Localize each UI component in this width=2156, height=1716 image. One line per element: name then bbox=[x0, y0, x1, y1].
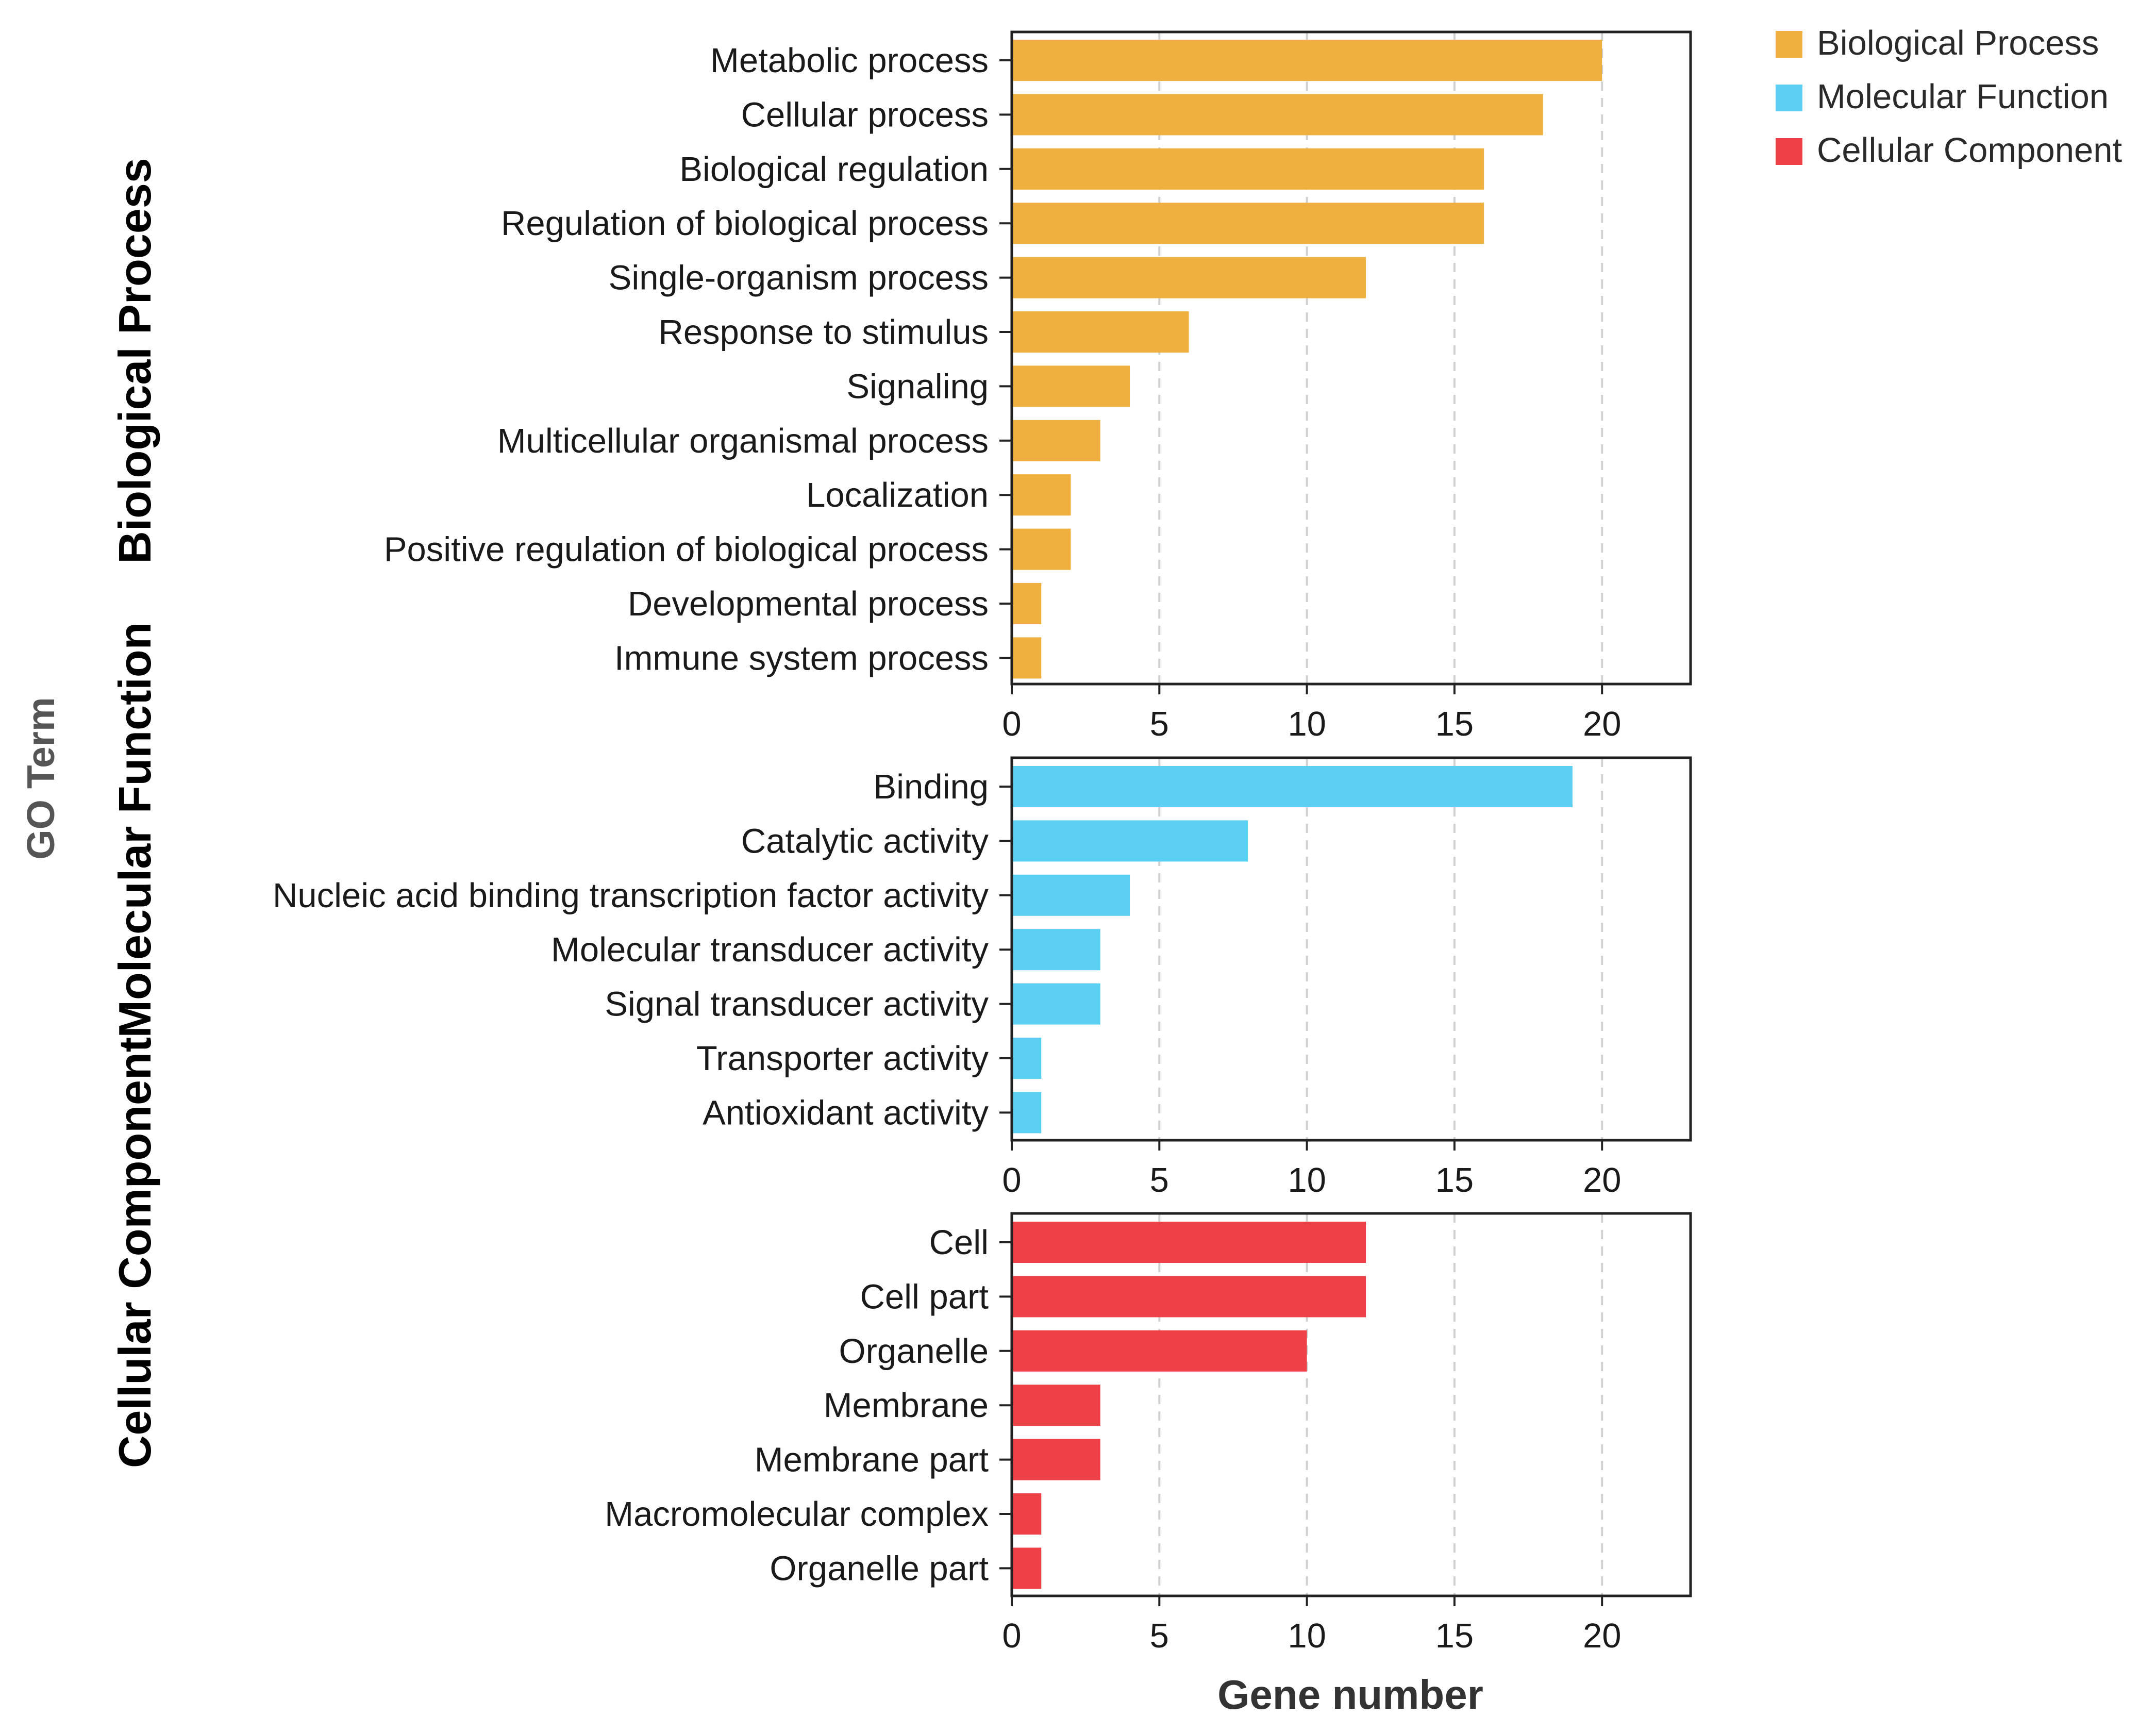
legend-label-cellular-component: Cellular Component bbox=[1817, 131, 2122, 170]
bar-metabolic-process bbox=[1012, 40, 1602, 81]
category-label-response-to-stimulus: Response to stimulus bbox=[658, 313, 989, 352]
bar-developmental-process bbox=[1012, 583, 1042, 624]
panel-title-cellular-component: Cellular Component bbox=[109, 1037, 160, 1468]
x-tick-label-5: 5 bbox=[1150, 705, 1169, 743]
legend-label-molecular-function: Molecular Function bbox=[1817, 77, 2109, 116]
panel-frame bbox=[1010, 1212, 1692, 1597]
category-label-catalytic-activity: Catalytic activity bbox=[741, 822, 989, 860]
category-label-transporter-activity: Transporter activity bbox=[696, 1039, 989, 1078]
x-tick-label-10: 10 bbox=[1288, 1617, 1326, 1655]
x-tick-label-0: 0 bbox=[1002, 1161, 1021, 1199]
bar-cell-part bbox=[1012, 1276, 1366, 1318]
category-label-macromolecular-complex: Macromolecular complex bbox=[605, 1495, 989, 1534]
category-label-cell: Cell bbox=[929, 1223, 989, 1262]
x-tick-label-15: 15 bbox=[1435, 1617, 1474, 1655]
panel-biological-process: Metabolic process Cellular process Biologi… bbox=[109, 30, 1692, 743]
chart-panels: Metabolic process Cellular process Biologi… bbox=[109, 30, 1692, 1655]
category-label-membrane: Membrane bbox=[824, 1386, 989, 1425]
bar-response-to-stimulus bbox=[1012, 311, 1189, 353]
panel-frame bbox=[1010, 30, 1692, 686]
category-label-cellular-process: Cellular process bbox=[741, 95, 989, 134]
category-label-organelle-part: Organelle part bbox=[770, 1549, 989, 1588]
bar-localization bbox=[1012, 474, 1071, 516]
panel-cellular-component: Cell Cell part Organelle Membrane Membrane p… bbox=[109, 1037, 1692, 1655]
legend-swatch-biological-process bbox=[1776, 31, 1802, 58]
bar-regulation-of-biological-process bbox=[1012, 203, 1484, 244]
x-tick-label-5: 5 bbox=[1150, 1161, 1169, 1199]
bar-transporter-activity bbox=[1012, 1038, 1042, 1079]
x-tick-label-10: 10 bbox=[1288, 1161, 1326, 1199]
category-label-organelle: Organelle bbox=[839, 1332, 989, 1371]
category-label-binding: Binding bbox=[873, 768, 989, 806]
panel-title-molecular-function: Molecular Function bbox=[109, 622, 160, 1038]
x-tick-label-15: 15 bbox=[1435, 1161, 1474, 1199]
x-tick-label-0: 0 bbox=[1002, 705, 1021, 743]
bar-organelle bbox=[1012, 1330, 1307, 1372]
panel-title-biological-process: Biological Process bbox=[109, 158, 160, 563]
x-tick-label-0: 0 bbox=[1002, 1617, 1021, 1655]
x-axis-title: Gene number bbox=[1217, 1672, 1483, 1716]
bar-membrane-part bbox=[1012, 1439, 1100, 1480]
category-label-antioxidant-activity: Antioxidant activity bbox=[703, 1093, 989, 1132]
category-label-localization: Localization bbox=[806, 476, 989, 514]
legend: Biological Process Molecular Function Cell… bbox=[1776, 24, 2122, 170]
bar-molecular-transducer-activity bbox=[1012, 929, 1100, 971]
panel-frame bbox=[1010, 756, 1692, 1142]
bar-multicellular-organismal-process bbox=[1012, 420, 1100, 461]
category-label-positive-regulation-of-biological-process: Positive regulation of biological proces… bbox=[384, 530, 989, 569]
category-label-multicellular-organismal-process: Multicellular organismal process bbox=[497, 422, 989, 460]
category-label-immune-system-process: Immune system process bbox=[614, 639, 989, 677]
bar-nucleic-acid-binding-transcription-factor-activity bbox=[1012, 874, 1130, 916]
panel-molecular-function: Binding Catalytic activity Nucleic acid bi… bbox=[109, 622, 1692, 1199]
bar-positive-regulation-of-biological-process bbox=[1012, 528, 1071, 570]
x-tick-label-5: 5 bbox=[1150, 1617, 1169, 1655]
y-axis-title: GO Term bbox=[19, 697, 62, 859]
bar-single-organism-process bbox=[1012, 257, 1366, 298]
legend-swatch-molecular-function bbox=[1776, 85, 1802, 111]
bar-antioxidant-activity bbox=[1012, 1092, 1042, 1134]
bar-catalytic-activity bbox=[1012, 820, 1248, 862]
category-label-cell-part: Cell part bbox=[860, 1277, 989, 1316]
bar-binding bbox=[1012, 766, 1573, 807]
legend-swatch-cellular-component bbox=[1776, 138, 1802, 165]
x-tick-label-15: 15 bbox=[1435, 705, 1474, 743]
bar-cellular-process bbox=[1012, 94, 1543, 136]
bar-cell bbox=[1012, 1222, 1366, 1263]
category-label-nucleic-acid-binding-transcription-factor-activity: Nucleic acid binding transcription facto… bbox=[273, 876, 989, 915]
category-label-molecular-transducer-activity: Molecular transducer activity bbox=[551, 930, 989, 969]
bar-signaling bbox=[1012, 365, 1130, 407]
category-label-single-organism-process: Single-organism process bbox=[609, 259, 989, 297]
x-tick-label-20: 20 bbox=[1583, 1617, 1622, 1655]
category-label-signaling: Signaling bbox=[846, 367, 989, 406]
bar-biological-regulation bbox=[1012, 148, 1484, 190]
bar-organelle-part bbox=[1012, 1547, 1042, 1589]
x-tick-label-10: 10 bbox=[1288, 705, 1326, 743]
bar-signal-transducer-activity bbox=[1012, 983, 1100, 1025]
category-label-biological-regulation: Biological regulation bbox=[679, 150, 989, 189]
category-label-signal-transducer-activity: Signal transducer activity bbox=[605, 985, 989, 1024]
category-label-metabolic-process: Metabolic process bbox=[710, 41, 989, 80]
x-tick-label-20: 20 bbox=[1583, 705, 1622, 743]
bar-immune-system-process bbox=[1012, 637, 1042, 679]
bar-macromolecular-complex bbox=[1012, 1493, 1042, 1535]
bar-membrane bbox=[1012, 1385, 1100, 1426]
x-tick-label-20: 20 bbox=[1583, 1161, 1622, 1199]
legend-label-biological-process: Biological Process bbox=[1817, 24, 2099, 62]
category-label-membrane-part: Membrane part bbox=[755, 1441, 989, 1479]
category-label-developmental-process: Developmental process bbox=[628, 585, 989, 623]
category-label-regulation-of-biological-process: Regulation of biological process bbox=[501, 204, 989, 243]
